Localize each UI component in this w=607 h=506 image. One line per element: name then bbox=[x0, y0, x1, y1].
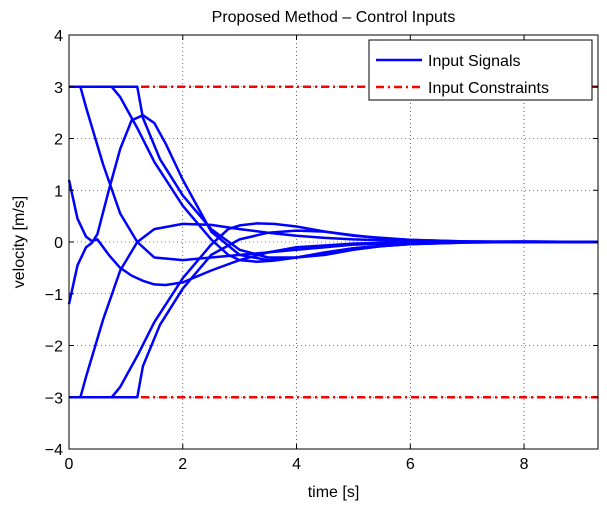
series-line bbox=[69, 85, 598, 259]
constraint-lines bbox=[69, 85, 598, 399]
x-tick-label: 2 bbox=[178, 456, 187, 473]
y-tick-label: −2 bbox=[45, 339, 63, 356]
x-tick-label: 4 bbox=[292, 456, 301, 473]
series-line bbox=[67, 113, 599, 305]
series-line bbox=[69, 222, 598, 399]
x-axis-label: time [s] bbox=[308, 484, 360, 501]
y-tick-label: 4 bbox=[54, 28, 63, 45]
legend-box bbox=[368, 39, 593, 101]
x-tick-label: 0 bbox=[65, 456, 74, 473]
chart-title: Proposed Method – Control Inputs bbox=[212, 9, 456, 26]
series-line bbox=[69, 85, 598, 263]
y-tick-label: 3 bbox=[54, 80, 63, 97]
x-axis-ticks: 0 2 4 6 8 bbox=[65, 35, 529, 473]
y-tick-label: 2 bbox=[54, 132, 63, 149]
x-tick-label: 6 bbox=[406, 456, 415, 473]
series-line bbox=[69, 229, 598, 399]
y-tick-label: −3 bbox=[45, 390, 63, 407]
y-tick-label: −1 bbox=[45, 287, 63, 304]
y-tick-label: −4 bbox=[45, 442, 63, 459]
x-tick-label: 8 bbox=[520, 456, 529, 473]
legend: Input Signals Input Constraints bbox=[368, 39, 593, 101]
series-lines bbox=[67, 85, 599, 399]
legend-label-input-constraints: Input Constraints bbox=[428, 80, 549, 97]
y-tick-label: 1 bbox=[54, 183, 63, 200]
y-tick-label: 0 bbox=[54, 235, 63, 252]
legend-label-input-signals: Input Signals bbox=[428, 53, 521, 70]
y-axis-ticks: −4 −3 −2 −1 0 1 2 3 4 bbox=[45, 28, 598, 459]
y-axis-label: velocity [m/s] bbox=[11, 196, 28, 288]
